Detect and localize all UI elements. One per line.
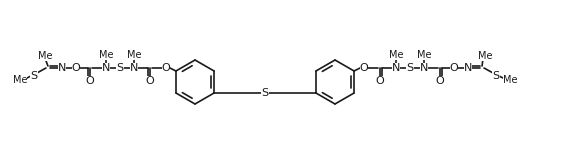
Text: N: N: [102, 63, 110, 73]
Text: Me: Me: [478, 51, 492, 61]
Text: O: O: [449, 63, 459, 73]
Text: S: S: [406, 63, 414, 73]
Text: O: O: [436, 76, 444, 86]
Text: N: N: [392, 63, 400, 73]
Text: Me: Me: [13, 75, 27, 85]
Text: S: S: [117, 63, 123, 73]
Text: O: O: [376, 76, 384, 86]
Text: Me: Me: [127, 50, 141, 60]
Text: N: N: [130, 63, 138, 73]
Text: O: O: [145, 76, 154, 86]
Text: N: N: [420, 63, 428, 73]
Text: N: N: [464, 63, 472, 73]
Text: S: S: [493, 71, 500, 81]
Text: S: S: [261, 88, 268, 98]
Text: Me: Me: [38, 51, 52, 61]
Text: O: O: [72, 63, 80, 73]
Text: Me: Me: [99, 50, 113, 60]
Text: Me: Me: [417, 50, 431, 60]
Text: Me: Me: [389, 50, 403, 60]
Text: N: N: [58, 63, 66, 73]
Text: Me: Me: [503, 75, 518, 85]
Text: O: O: [85, 76, 94, 86]
Text: S: S: [31, 71, 38, 81]
Text: O: O: [162, 63, 170, 73]
Text: O: O: [359, 63, 369, 73]
